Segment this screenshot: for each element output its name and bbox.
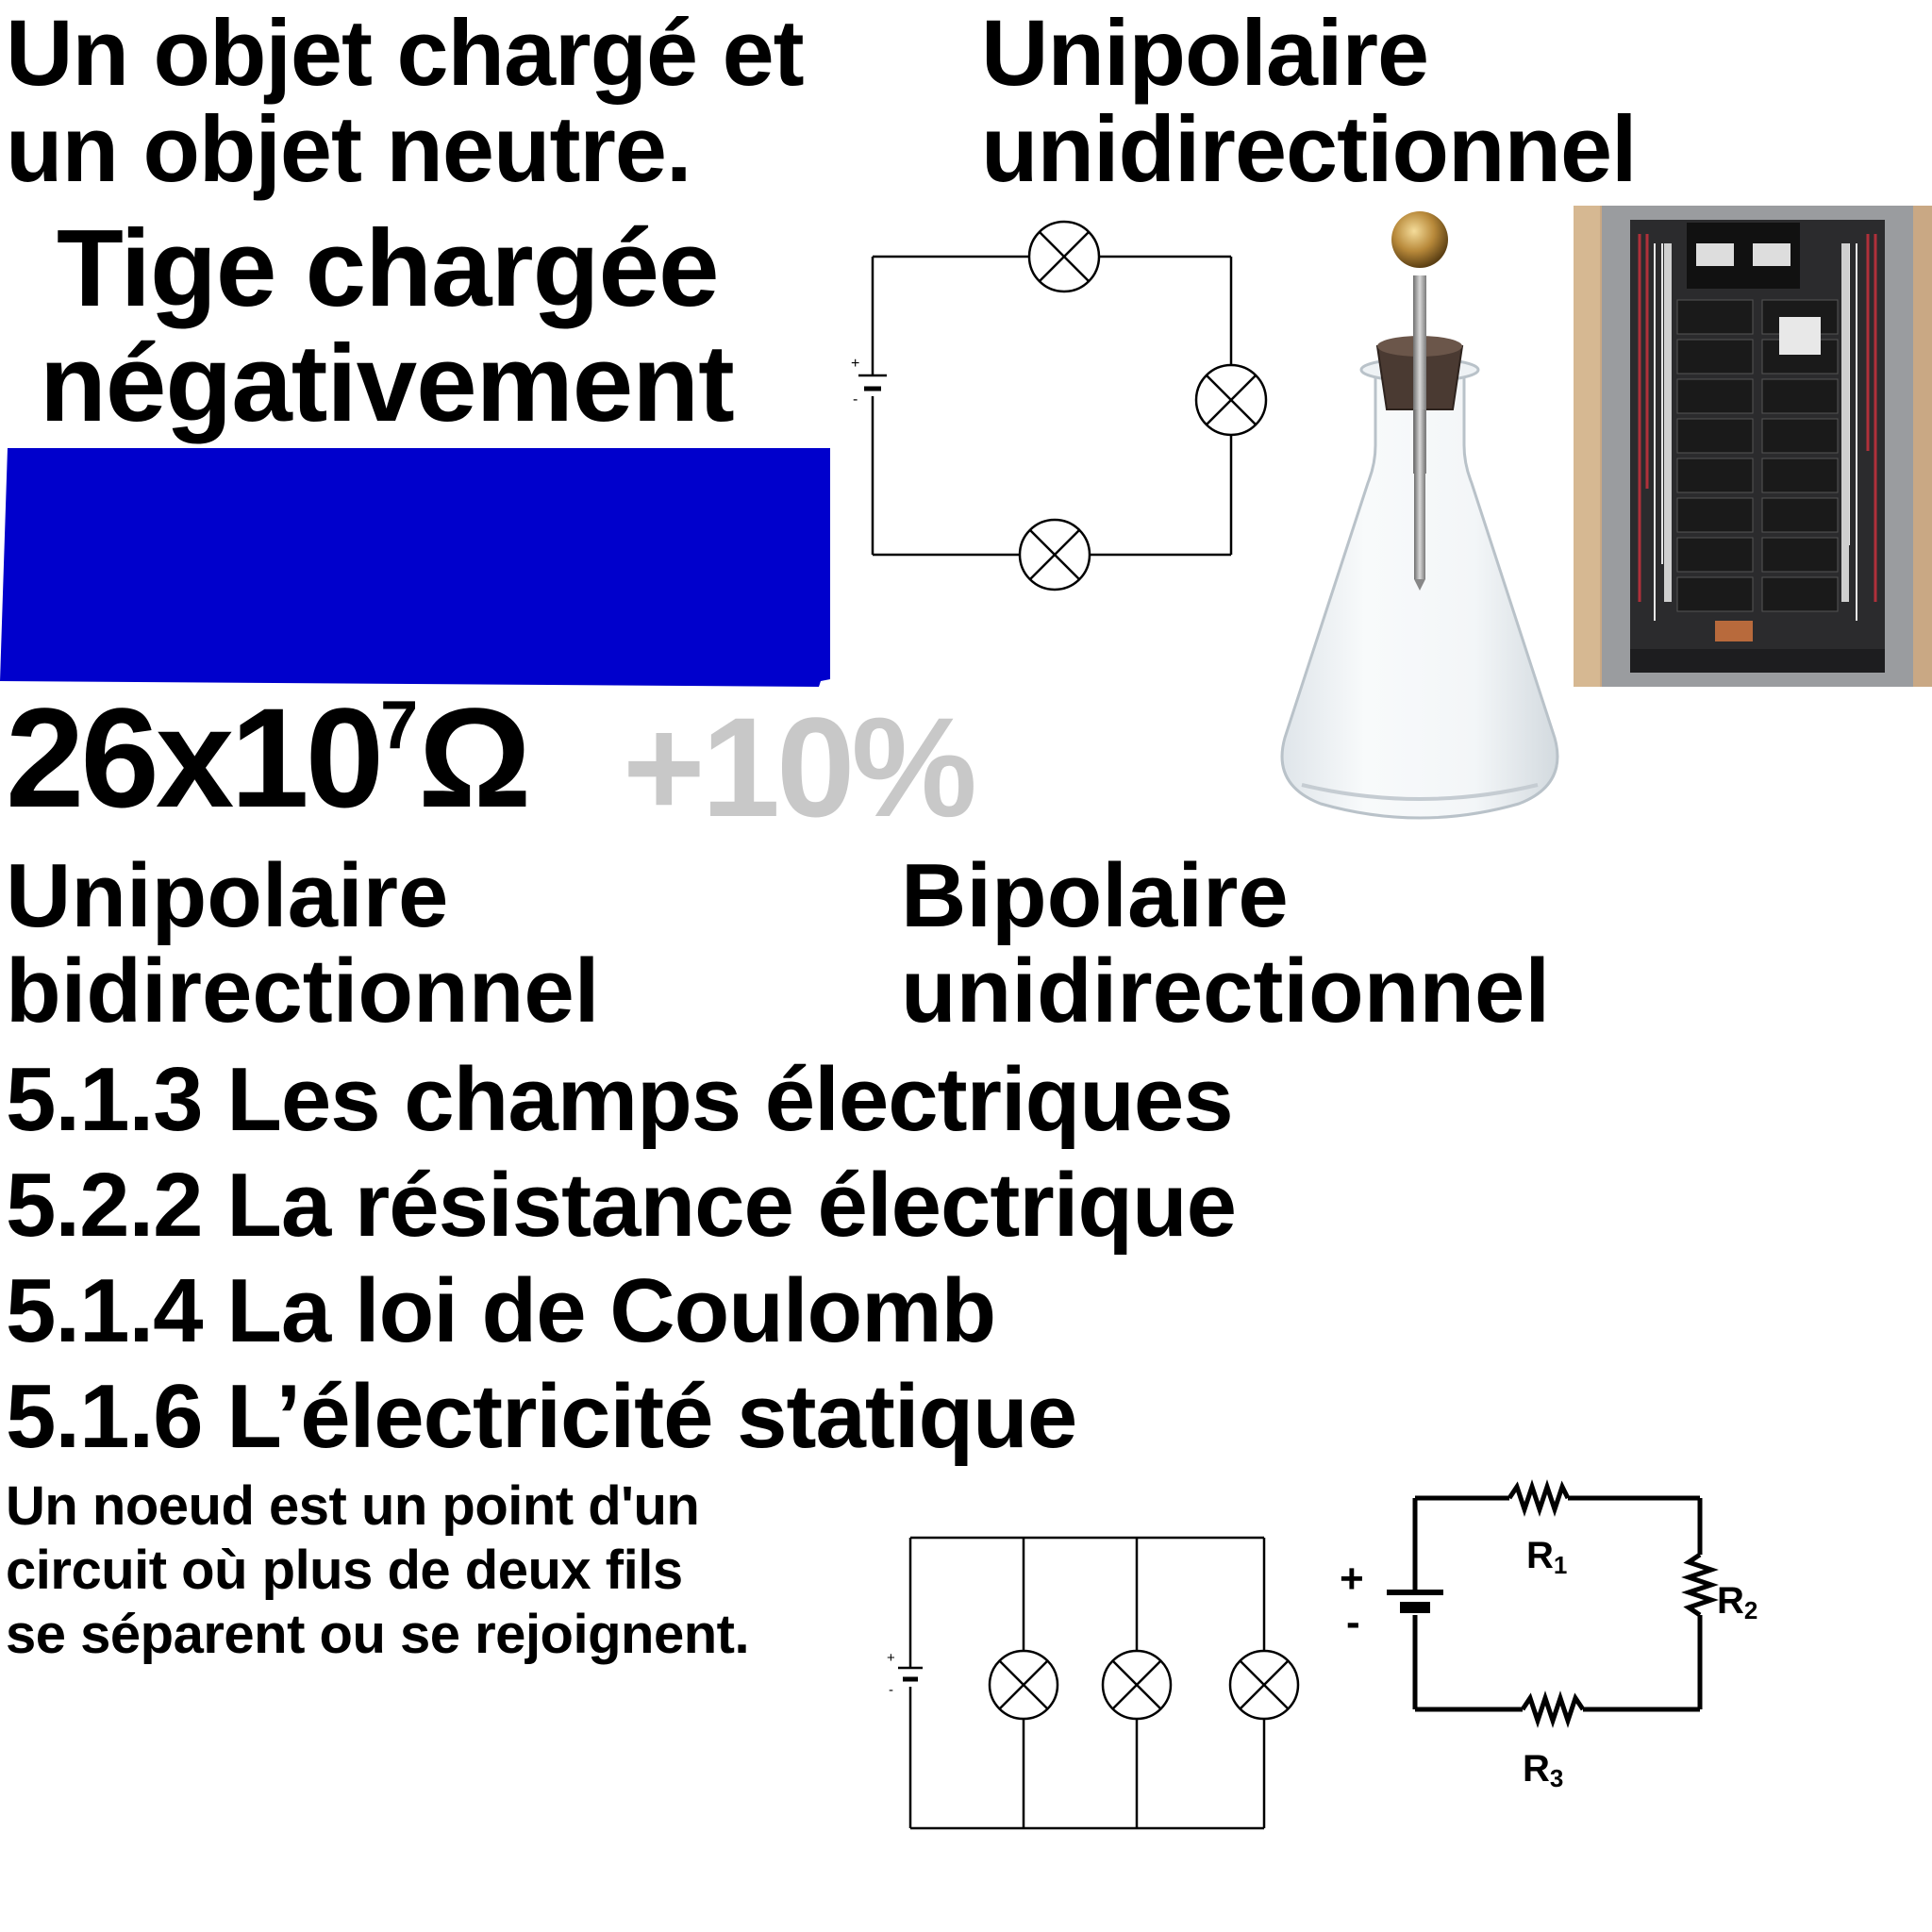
resistance-value: 26x107Ω: [6, 687, 531, 828]
parallel-circuit-diagram: + -: [887, 1536, 1300, 1830]
resistance-exponent: 7: [380, 688, 419, 763]
battery-symbol-icon: [858, 374, 887, 391]
battery-plus-sign: +: [887, 1650, 895, 1666]
electroscope-ball: [1391, 211, 1448, 268]
panel-wires: [1638, 234, 1877, 602]
lamp-icon: [1101, 1649, 1173, 1721]
lamp-icon: [1018, 518, 1091, 591]
electroscope-rod-lower: [1414, 409, 1425, 579]
node-definition-line1: Un noeud est un point d'un: [6, 1475, 700, 1537]
electroscope-flask-icon: [1280, 211, 1559, 820]
resistor-circuit-diagram: + - R1 R2 R3: [1340, 1479, 1757, 1792]
resistance-unit: Ω: [418, 678, 531, 837]
label-r3: R3: [1523, 1748, 1563, 1792]
rod-shape: [0, 448, 830, 687]
text-charged-rod-line1: Tige chargée: [57, 207, 720, 329]
label-r1: R1: [1526, 1535, 1567, 1579]
lamp-icon: [1027, 220, 1101, 293]
tolerance-value: +10%: [623, 696, 977, 838]
resistor-r1-icon: [1507, 1479, 1571, 1517]
text-unipolar-bidirectional-line2: bidirectionnel: [6, 941, 600, 1041]
panel-main-breaker: [1687, 223, 1800, 289]
battery-minus-sign: -: [1346, 1599, 1360, 1645]
flask-body: [1280, 368, 1559, 820]
text-charged-rod-line2: négativement: [40, 322, 735, 444]
text-charged-neutral-line2: un objet neutre.: [6, 96, 691, 201]
breaker-panel-photo: [1574, 206, 1932, 687]
panel-copper-lug: [1715, 621, 1753, 641]
text-unipolar-unidirectional-line2: unidirectionnel: [981, 96, 1638, 201]
rod-tip: [1414, 579, 1425, 591]
panel-neutral-bar: [1664, 243, 1849, 602]
panel-breaker-rows: [1676, 299, 1839, 612]
battery-plus-sign: +: [851, 356, 859, 372]
text-bipolar-unidirectional-line2: unidirectionnel: [901, 941, 1551, 1041]
lamp-icon: [988, 1649, 1059, 1721]
label-r2: R2: [1717, 1580, 1757, 1624]
text-charged-neutral-line1: Un objet chargé et: [6, 0, 805, 105]
node-definition-line2: circuit où plus de deux fils: [6, 1540, 683, 1601]
battery-symbol-icon: [898, 1666, 923, 1682]
node-definition-line3: se séparent ou se rejoignent.: [6, 1604, 750, 1665]
battery-minus-sign: -: [889, 1682, 893, 1698]
tolerance-text: +10%: [623, 688, 977, 846]
topic-electric-fields: 5.1.3 Les champs électriques: [6, 1049, 1234, 1150]
flask-base-ring: [1301, 783, 1539, 801]
panel-label: [1779, 317, 1821, 355]
resistor-r2-icon: [1681, 1552, 1719, 1618]
topic-static-electricity: 5.1.6 L’électricité statique: [6, 1366, 1077, 1467]
battery-plus-sign: +: [1340, 1556, 1364, 1602]
topic-electric-resistance: 5.2.2 La résistance électrique: [6, 1155, 1237, 1256]
lamp-icon: [1228, 1649, 1300, 1721]
charged-rod: [0, 448, 830, 687]
series-circuit-diagram: + -: [851, 220, 1268, 591]
resistance-base: 26x10: [6, 678, 384, 837]
text-unipolar-unidirectional-line1: Unipolaire: [981, 0, 1429, 105]
battery-minus-sign: -: [853, 391, 858, 408]
text-bipolar-unidirectional-line1: Bipolaire: [901, 845, 1289, 946]
text-unipolar-bidirectional-line1: Unipolaire: [6, 845, 449, 946]
battery-symbol-icon: [1387, 1590, 1443, 1613]
topic-coulomb-law: 5.1.4 La loi de Coulomb: [6, 1260, 996, 1361]
resistor-r3-icon: [1520, 1690, 1586, 1728]
lamp-icon: [1194, 363, 1268, 437]
